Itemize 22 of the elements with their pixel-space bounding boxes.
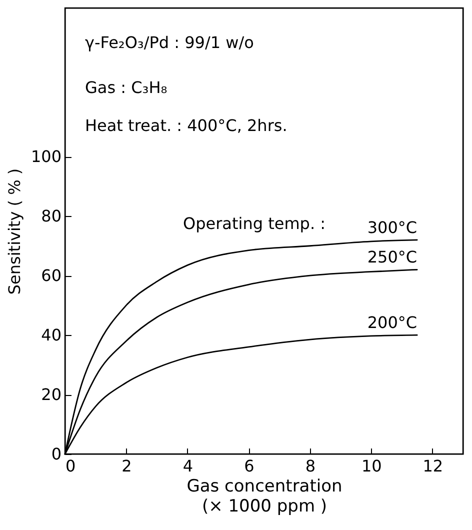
x-tick-label: 4 — [182, 456, 194, 476]
annotation: γ-Fe₂O₃/Pd : 99/1 w/o — [85, 33, 254, 52]
x-tick-label: 8 — [305, 456, 316, 476]
x-tick-label: 12 — [422, 456, 444, 476]
x-tick-label: 2 — [122, 456, 132, 476]
series-label: 250°C — [367, 248, 418, 267]
y-tick-label: 80 — [41, 206, 62, 226]
annotation: Gas : C₃H₈ — [85, 78, 168, 97]
y-tick-label: 20 — [41, 385, 62, 404]
y-tick-label: 40 — [41, 326, 62, 345]
y-tick-label: 100 — [30, 147, 62, 166]
x-tick-label: 10 — [361, 456, 382, 476]
y-tick-label: 60 — [41, 266, 62, 286]
series-label: 200°C — [367, 313, 418, 332]
annotation: Heat treat. : 400°C, 2hrs. — [85, 116, 288, 135]
x-tick-label: 0 — [66, 456, 76, 476]
y-axis-title: Sensitivity ( % ) — [4, 168, 24, 295]
y-tick-label: 0 — [51, 444, 62, 464]
x-tick-label: 6 — [244, 456, 254, 476]
series-label: 300°C — [367, 218, 418, 237]
annotation: Operating temp. : — [183, 214, 326, 233]
x-axis-title: Gas concentration (× 1000 ppm ) — [186, 476, 342, 516]
